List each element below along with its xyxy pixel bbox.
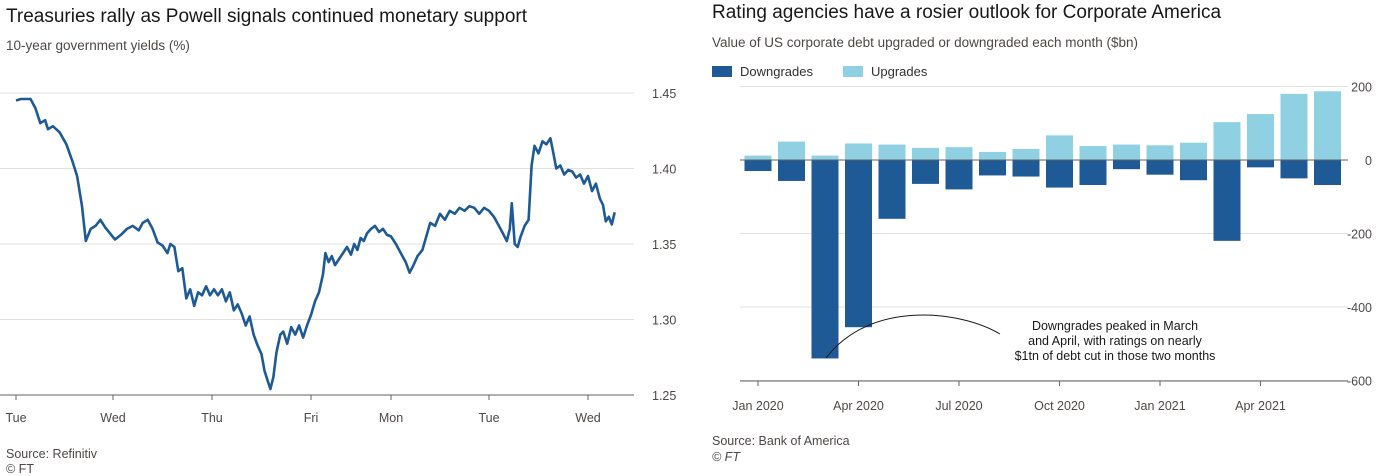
bar-upgrades [811, 155, 839, 160]
y-tick-label: -400 [1347, 301, 1372, 315]
legend-swatch-upgrades [843, 66, 863, 77]
left-chart-subtitle: 10-year government yields (%) [6, 38, 190, 53]
bar-downgrades [1046, 160, 1073, 188]
left-chart: 1.45 1.40 1.35 1.30 1.25 Tue Wed Thu Fri Mon Tue We… [0, 87, 676, 425]
bar-upgrades [1046, 135, 1073, 160]
bar-upgrades [1280, 93, 1308, 160]
legend-label-upgrades: Upgrades [871, 64, 928, 79]
right-chart: 200 0 -200 -400 -600 Jan 2020 Apr 2020 Jul 2020… [732, 81, 1372, 414]
right-chart-subtitle: Value of US corporate debt upgraded or d… [712, 35, 1139, 50]
bar-downgrades [1213, 160, 1241, 241]
bar-downgrades [1180, 160, 1207, 181]
annotation-text: and April, with ratings on nearly [1028, 334, 1202, 348]
left-chart-source: Source: Refinitiv [6, 447, 98, 461]
bar-downgrades [878, 160, 906, 219]
y-tick-label: 1.25 [652, 389, 676, 403]
bar-downgrades [1247, 160, 1274, 168]
bar-downgrades [979, 160, 1006, 176]
bar-upgrades [1146, 145, 1174, 160]
x-tick-label: Fri [304, 411, 319, 425]
x-tick-label: Oct 2020 [1034, 399, 1085, 413]
bar-upgrades [1113, 144, 1140, 160]
bar-downgrades [778, 160, 805, 181]
x-tick-label: Mon [379, 411, 403, 425]
x-tick-label: Tue [478, 411, 499, 425]
annotation-text: $1tn of debt cut in those two months [1015, 349, 1216, 363]
bar-upgrades [744, 155, 772, 160]
bar-upgrades [945, 147, 973, 160]
bar-upgrades [1314, 91, 1341, 160]
x-tick-label: Wed [100, 411, 126, 425]
x-tick-label: Wed [575, 411, 601, 425]
annotation-connector [825, 314, 1001, 359]
bar-downgrades [1314, 160, 1341, 185]
bar-downgrades [811, 160, 839, 359]
y-tick-label: 200 [1351, 81, 1372, 95]
bar-downgrades [1280, 160, 1308, 179]
bar-upgrades [1012, 148, 1040, 160]
bar-upgrades [979, 151, 1006, 160]
y-tick-label: 1.35 [652, 238, 676, 252]
right-chart-source: Source: Bank of America [712, 434, 850, 448]
right-chart-legend: Downgrades Upgrades [712, 64, 957, 79]
x-tick-label: Jul 2020 [935, 399, 982, 413]
right-chart-footer: © FT [712, 450, 740, 464]
x-tick-label: Tue [5, 411, 26, 425]
bar-upgrades [1213, 122, 1241, 160]
bar-upgrades [845, 143, 872, 160]
annotation-text: Downgrades peaked in March [1032, 319, 1198, 333]
bar-upgrades [1247, 114, 1274, 160]
bar-downgrades [1012, 160, 1040, 177]
bar-downgrades [1113, 160, 1140, 170]
y-tick-label: -600 [1347, 375, 1372, 389]
legend-label-downgrades: Downgrades [740, 64, 813, 79]
bar-downgrades [945, 160, 973, 190]
bar-upgrades [1079, 146, 1107, 160]
y-tick-label: 1.30 [652, 314, 676, 328]
right-chart-title: Rating agencies have a rosier outlook fo… [712, 2, 1222, 23]
x-tick-label: Jan 2021 [1134, 399, 1185, 413]
bar-downgrades [1146, 160, 1174, 175]
x-tick-label: Apr 2020 [833, 399, 884, 413]
y-tick-label: 1.45 [652, 87, 676, 101]
x-tick-label: Apr 2021 [1235, 399, 1286, 413]
bar-downgrades [744, 160, 772, 172]
y-tick-label: 1.40 [652, 163, 676, 177]
bar-downgrades [845, 160, 872, 328]
y-tick-label: 0 [1365, 154, 1372, 168]
bar-upgrades [878, 144, 906, 160]
x-tick-label: Jan 2020 [732, 399, 783, 413]
bar-upgrades [778, 141, 805, 160]
y-tick-label: -200 [1347, 228, 1372, 242]
yield-line [15, 97, 616, 391]
bar-downgrades [1079, 160, 1107, 185]
bar-downgrades [912, 160, 939, 184]
bar-upgrades [1180, 142, 1207, 160]
legend-swatch-downgrades [712, 66, 732, 77]
legend-item-upgrades: Upgrades [843, 64, 927, 79]
left-chart-title: Treasuries rally as Powell signals conti… [6, 6, 527, 27]
legend-item-downgrades: Downgrades [712, 64, 813, 79]
bar-upgrades [912, 147, 939, 160]
x-tick-label: Thu [201, 411, 223, 425]
